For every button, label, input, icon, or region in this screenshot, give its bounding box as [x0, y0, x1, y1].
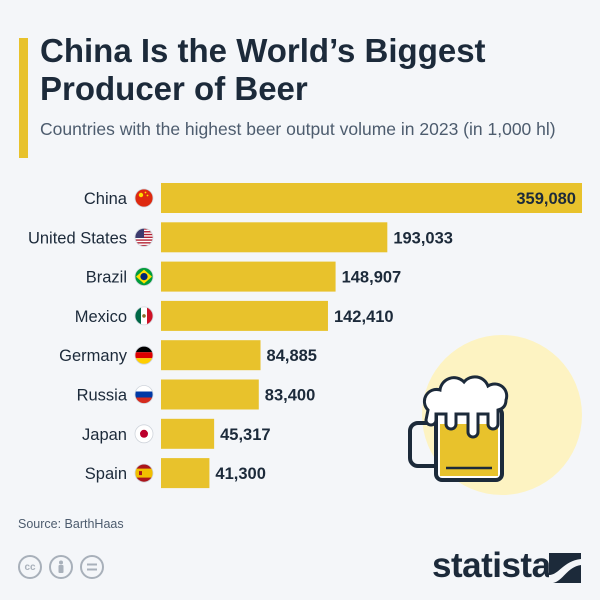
- chart-subtitle: Countries with the highest beer output v…: [40, 119, 556, 139]
- beer-foam-icon: [422, 375, 509, 439]
- category-label: Russia: [77, 387, 128, 405]
- bar-row: Germany 84,885: [59, 340, 317, 371]
- germany-flag-icon: [134, 345, 154, 365]
- value-label: 142,410: [334, 308, 394, 326]
- bar-chart: China 359,080 United States 193,033 Brazil 14…: [28, 183, 582, 495]
- united-states-flag-icon: [134, 227, 154, 247]
- value-label: 359,080: [516, 190, 576, 208]
- value-label: 193,033: [393, 229, 453, 247]
- cc-icon[interactable]: cc: [18, 555, 42, 579]
- bar-row: Brazil 148,907: [86, 261, 402, 292]
- bar-row: Japan 45,317: [82, 418, 271, 449]
- value-label: 83,400: [265, 387, 315, 405]
- bar-row: United States 193,033: [28, 222, 453, 253]
- category-label: Japan: [82, 426, 127, 444]
- bar-row: Spain 41,300: [85, 458, 266, 489]
- beer-mug-illustration: [408, 335, 582, 495]
- title-accent-bar: [19, 38, 28, 158]
- bar: [161, 418, 215, 449]
- japan-flag-icon: [134, 424, 154, 444]
- category-label: China: [84, 190, 128, 208]
- statista-logo-icon: [549, 553, 581, 583]
- value-label: 84,885: [267, 347, 317, 365]
- category-label: Mexico: [75, 308, 127, 326]
- brazil-flag-icon: [134, 267, 154, 287]
- category-label: Brazil: [86, 269, 127, 287]
- china-flag-icon: [134, 188, 154, 208]
- category-label: Germany: [59, 347, 128, 365]
- attribution-icon[interactable]: [49, 555, 73, 579]
- bar: [161, 183, 582, 213]
- license-icons: cc: [18, 555, 104, 579]
- source-note: Source: BarthHaas: [18, 517, 124, 531]
- bar: [161, 458, 210, 489]
- russia-flag-icon: [134, 385, 154, 404]
- value-label: 41,300: [215, 465, 265, 483]
- bar: [161, 261, 336, 292]
- bar-row: Russia 83,400: [77, 379, 315, 410]
- category-label: Spain: [85, 465, 127, 483]
- bar-row: Mexico 142,410: [75, 300, 394, 331]
- bar: [161, 379, 259, 410]
- bar: [161, 222, 388, 253]
- statista-logo-text[interactable]: statista: [432, 546, 551, 585]
- value-label: 45,317: [220, 426, 270, 444]
- spain-flag-icon: [134, 463, 154, 483]
- mexico-flag-icon: [134, 306, 154, 326]
- bar: [161, 340, 261, 371]
- category-label: United States: [28, 229, 127, 247]
- mug-handle-icon: [408, 421, 438, 468]
- no-derivatives-icon[interactable]: [80, 555, 104, 579]
- value-label: 148,907: [342, 269, 402, 287]
- bar-row: China 359,080: [84, 183, 582, 213]
- chart-title: China Is the World’s Biggest Producer of…: [40, 32, 486, 107]
- bars-layer: China 359,080 United States 193,033 Brazil 14…: [28, 183, 582, 489]
- bar: [161, 300, 328, 331]
